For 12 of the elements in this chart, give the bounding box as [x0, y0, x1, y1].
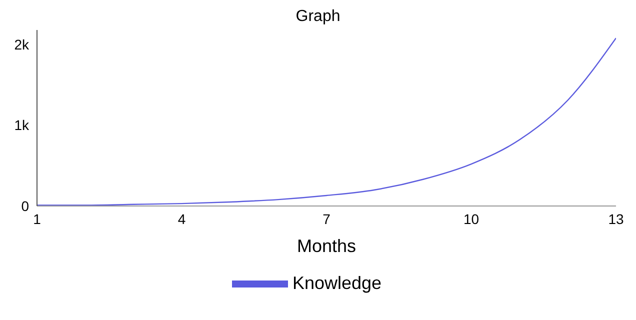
y-tick-label: 1k [14, 117, 30, 134]
x-tick-label: 7 [322, 210, 331, 227]
legend-label: Knowledge [292, 272, 382, 293]
line-series [37, 37, 616, 206]
x-tick-label: 10 [463, 210, 480, 227]
x-tick-label: 1 [33, 210, 42, 227]
chart-title: Graph [294, 8, 342, 26]
x-tick-label: 4 [178, 210, 186, 227]
x-tick-label: 13 [608, 210, 624, 227]
x-axis-title: Months [296, 236, 356, 256]
y-tick-label: 2k [14, 36, 30, 52]
y-tick-label: 0 [21, 198, 30, 214]
